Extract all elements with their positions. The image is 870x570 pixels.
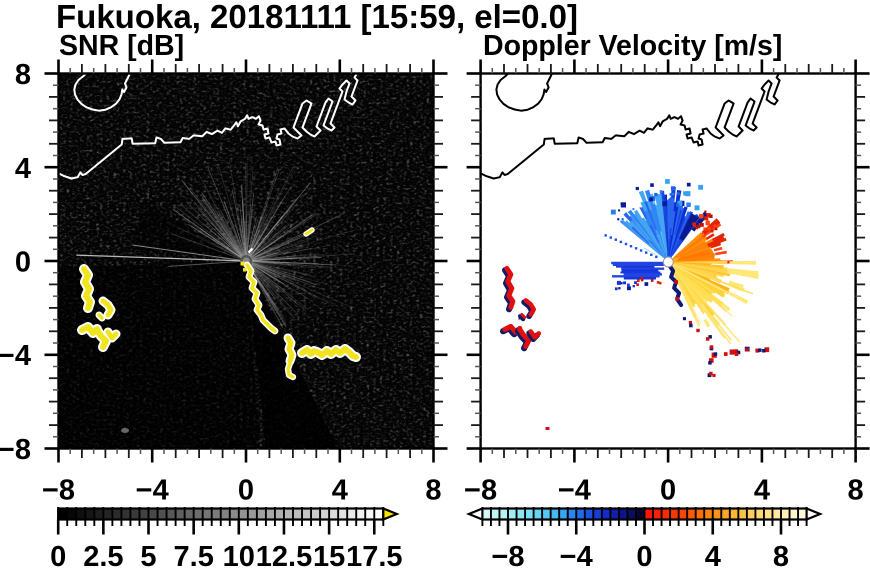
svg-text:0: 0 [238, 475, 254, 507]
svg-text:4: 4 [754, 475, 770, 507]
svg-text:−4: −4 [0, 340, 31, 372]
svg-text:8: 8 [425, 475, 441, 507]
svg-text:0: 0 [50, 541, 66, 570]
svg-text:0: 0 [660, 475, 676, 507]
svg-text:2.5: 2.5 [83, 541, 123, 570]
svg-text:8: 8 [773, 541, 789, 570]
svg-text:0: 0 [15, 247, 31, 279]
svg-text:8: 8 [15, 59, 31, 91]
svg-text:−4: −4 [558, 475, 591, 507]
svg-text:−8: −8 [42, 475, 75, 507]
svg-text:5: 5 [140, 541, 156, 570]
svg-text:12.5: 12.5 [256, 541, 312, 570]
svg-text:−8: −8 [464, 475, 497, 507]
svg-text:−8: −8 [491, 541, 524, 570]
svg-text:−4: −4 [560, 541, 593, 570]
svg-text:SNR [dB]: SNR [dB] [59, 30, 184, 62]
svg-text:0: 0 [636, 541, 652, 570]
svg-text:4: 4 [705, 541, 721, 570]
svg-text:−4: −4 [136, 475, 169, 507]
svg-text:Doppler Velocity [m/s]: Doppler Velocity [m/s] [483, 30, 782, 62]
svg-text:8: 8 [848, 475, 864, 507]
svg-text:15: 15 [313, 541, 345, 570]
svg-text:7.5: 7.5 [174, 541, 214, 570]
svg-text:Fukuoka, 20181111 [15:59, el=0: Fukuoka, 20181111 [15:59, el=0.0] [56, 0, 578, 35]
svg-text:17.5: 17.5 [346, 541, 402, 570]
svg-text:4: 4 [332, 475, 348, 507]
svg-text:−8: −8 [0, 434, 31, 466]
svg-text:10: 10 [223, 541, 255, 570]
svg-text:4: 4 [15, 153, 31, 185]
